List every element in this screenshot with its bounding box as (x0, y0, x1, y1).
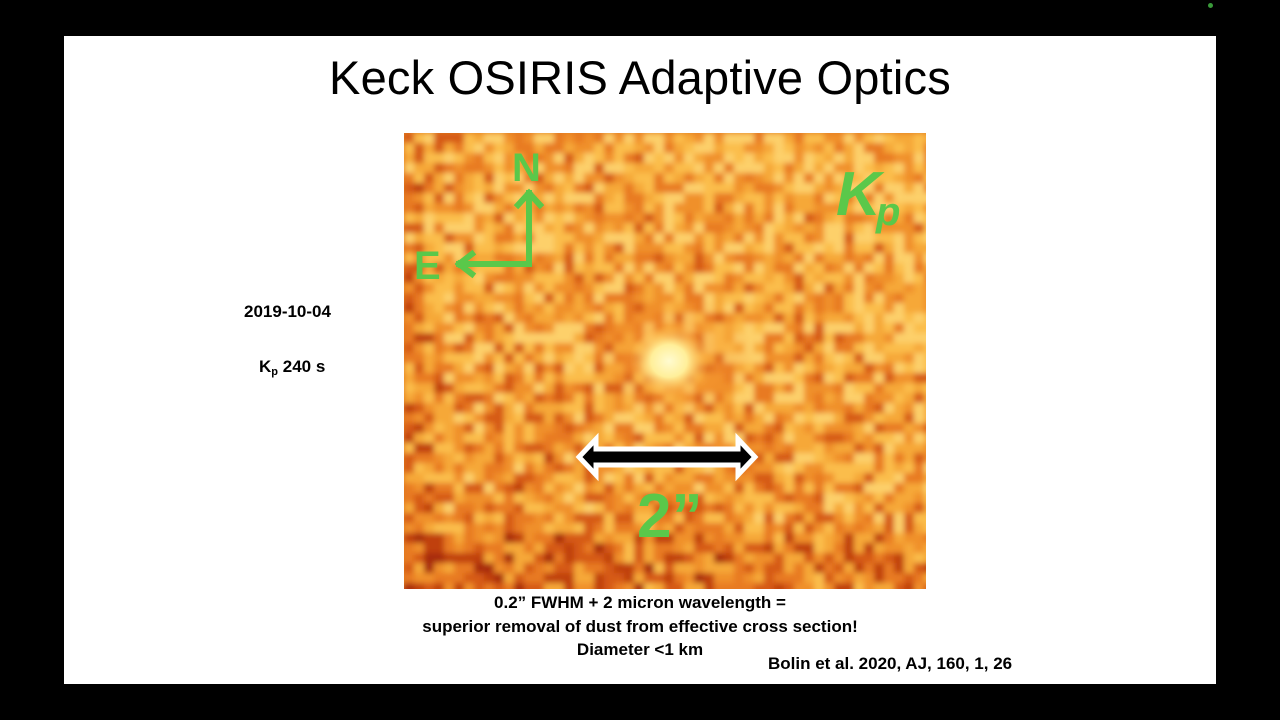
compass-north-label: N (512, 146, 541, 190)
compass-east-label: E (414, 244, 441, 288)
reference-citation: Bolin et al. 2020, AJ, 160, 1, 26 (768, 654, 1013, 673)
caption-line-2: superior removal of dust from effective … (422, 616, 858, 636)
caption-line-3: Diameter <1 km (576, 640, 704, 659)
filter-label-sub: p (875, 190, 900, 234)
exposure-band: K (259, 357, 272, 376)
status-dot (1208, 3, 1213, 8)
compass: N E (414, 146, 545, 288)
filter-label: K p (836, 160, 900, 234)
slide-title: Keck OSIRIS Adaptive Optics (329, 51, 951, 104)
exposure-info: Kp 240 s (259, 357, 325, 378)
north-arrow (513, 188, 545, 267)
filter-label-main: K (836, 160, 885, 229)
scale-bar: 2” (575, 432, 759, 551)
exposure-duration: 240 s (278, 357, 326, 376)
observation-date: 2019-10-04 (244, 302, 331, 321)
scale-bar-label: 2” (637, 482, 702, 551)
slide: Keck OSIRIS Adaptive Optics (64, 36, 1216, 684)
east-arrow (454, 249, 532, 279)
caption-line-1: 0.2” FWHM + 2 micron wavelength = (494, 593, 786, 612)
osiris-image: N E K p 2” (404, 133, 926, 589)
caption: 0.2” FWHM + 2 micron wavelength = superi… (344, 591, 936, 662)
target-source (629, 325, 709, 397)
exposure-band-sub: p (271, 366, 279, 378)
scale-bar-arrow (575, 432, 759, 482)
